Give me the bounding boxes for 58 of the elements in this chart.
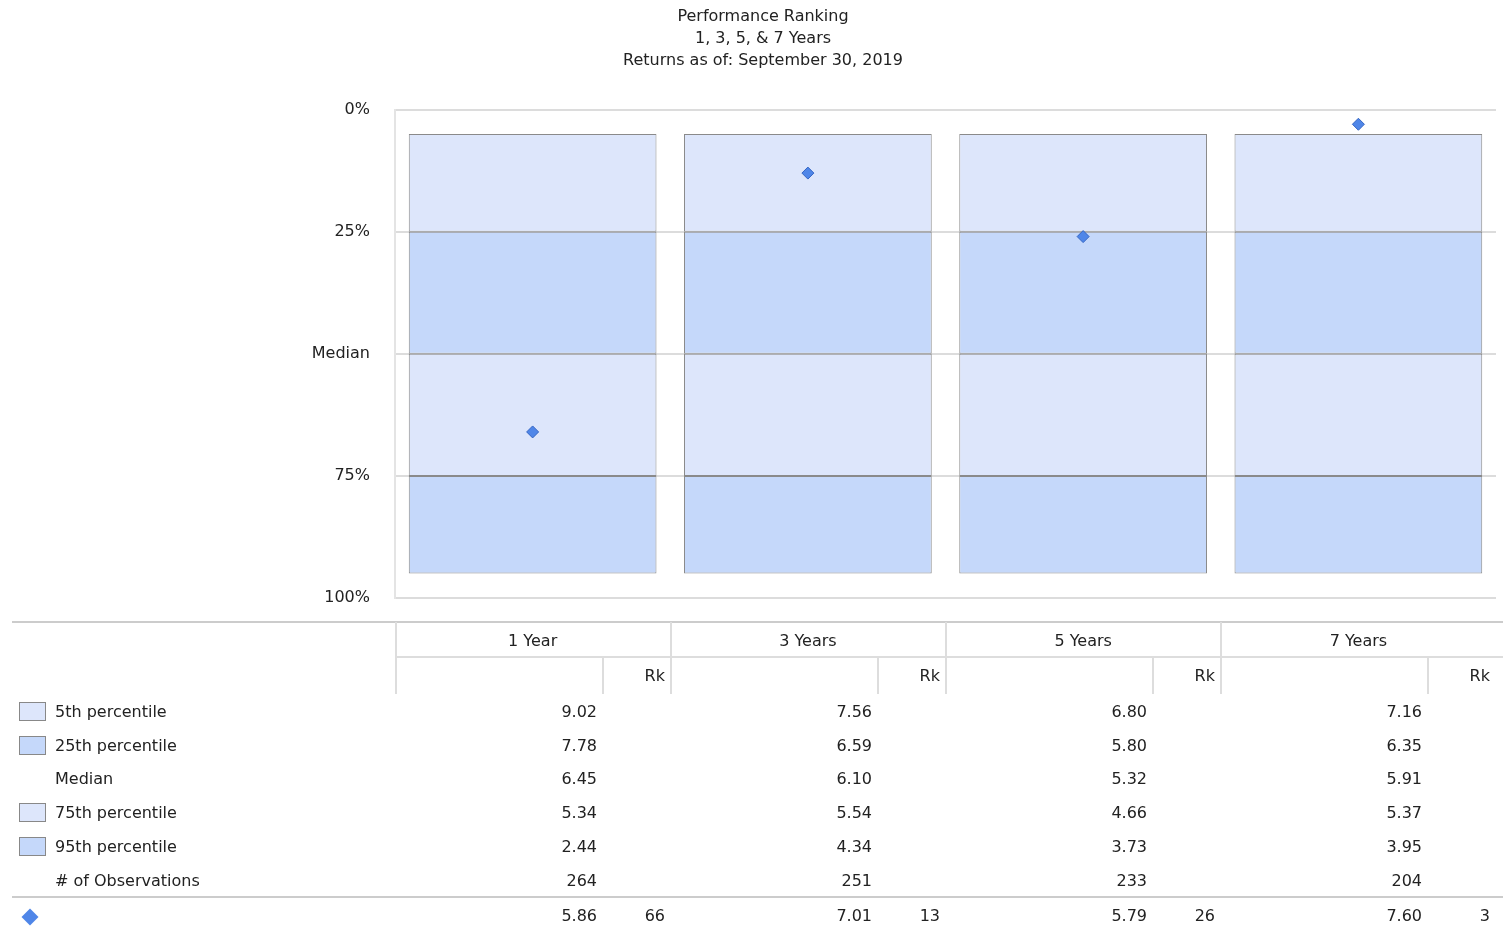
- text: 75th percentile: [55, 803, 177, 823]
- text: 5th percentile: [55, 702, 167, 721]
- text: 251: [840, 870, 872, 890]
- text: 7.56: [835, 702, 872, 721]
- text: 2.44: [560, 836, 597, 856]
- text: Returns as of: September 30, 2019: [622, 50, 904, 69]
- text: 5.37: [1385, 803, 1422, 823]
- text: 5.80: [1110, 735, 1147, 755]
- text: 26: [1194, 906, 1215, 925]
- text: 4.66: [1110, 803, 1147, 823]
- point: [526, 425, 540, 439]
- text: 7.60: [1385, 906, 1422, 925]
- text: 66: [644, 906, 665, 925]
- text: 6.45: [560, 769, 597, 789]
- text: 264: [565, 870, 597, 890]
- text: Rk: [1469, 666, 1490, 685]
- text: 13: [919, 906, 940, 925]
- text: Rk: [919, 666, 940, 685]
- x-tick-label: 5 Years: [1054, 630, 1112, 650]
- x-tick-label: 1 Year: [508, 630, 558, 650]
- text: 5.34: [560, 803, 597, 823]
- chart-title: Performance Ranking: [676, 6, 850, 25]
- text: 5.54: [835, 803, 872, 823]
- point: [801, 166, 815, 180]
- text: 3.95: [1385, 836, 1422, 856]
- text: 3: [1479, 906, 1490, 925]
- text: Median: [55, 769, 114, 789]
- text: 7.01: [835, 906, 872, 925]
- x-tick-label: 7 Years: [1329, 630, 1388, 650]
- text: 5.79: [1110, 906, 1147, 925]
- text: 6.80: [1110, 702, 1147, 721]
- text: 4.34: [835, 836, 872, 856]
- text: Rk: [643, 666, 665, 685]
- text: 204: [1390, 870, 1422, 890]
- text: 233: [1115, 870, 1147, 890]
- text: # of Observations: [55, 870, 200, 890]
- text: 7.16: [1385, 702, 1422, 721]
- y-tick-label: 75%: [334, 465, 370, 485]
- text: 6.10: [835, 769, 872, 789]
- text: 9.02: [560, 702, 597, 721]
- text: 5.86: [560, 906, 597, 925]
- y-tick-label: 25%: [334, 220, 370, 240]
- y-tick-label: 0%: [344, 98, 370, 118]
- x-tick-label: 3 Years: [779, 630, 837, 650]
- text: 3.73: [1110, 836, 1147, 856]
- text: 6.59: [835, 735, 872, 755]
- text: 5.32: [1110, 769, 1147, 789]
- text: 5.91: [1385, 769, 1422, 789]
- chart-subtitle: 1, 3, 5, & 7 Years: [693, 28, 833, 47]
- point: [1076, 230, 1090, 244]
- text: 6.35: [1385, 735, 1422, 755]
- text: 7.78: [560, 735, 597, 755]
- point: [1351, 117, 1365, 131]
- text: Rk: [1194, 666, 1215, 685]
- text: 95th percentile: [55, 836, 177, 856]
- y-tick-label: 100%: [324, 587, 370, 607]
- y-tick-label: Median: [311, 342, 370, 362]
- text: 25th percentile: [55, 735, 177, 755]
